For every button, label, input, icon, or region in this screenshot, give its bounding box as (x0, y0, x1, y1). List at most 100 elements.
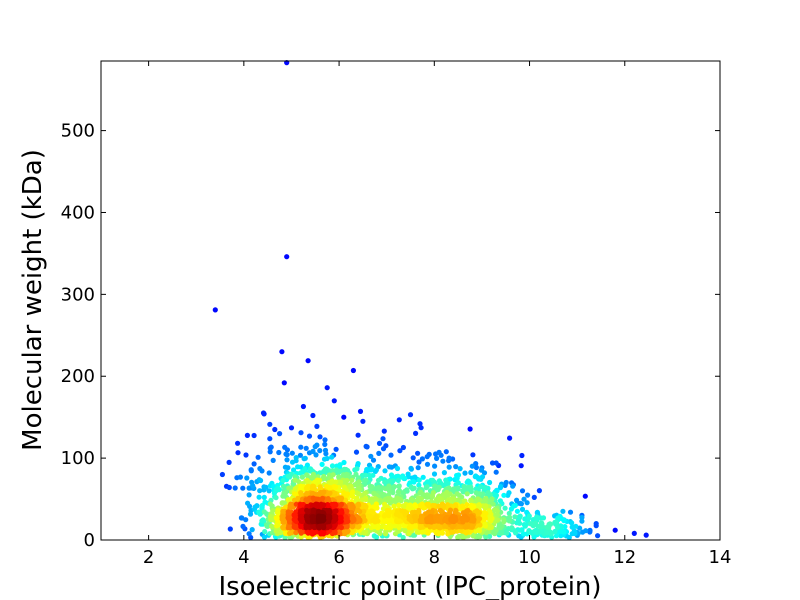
scatter-point (418, 496, 424, 502)
scatter-point (561, 518, 567, 524)
scatter-point (509, 525, 515, 531)
scatter-point (371, 524, 377, 530)
scatter-point (521, 496, 527, 502)
scatter-point (282, 444, 288, 450)
scatter-point (494, 508, 500, 514)
scatter-point (304, 472, 310, 478)
scatter-point (395, 477, 401, 483)
scatter-point (540, 524, 546, 530)
x-tick-label: 4 (238, 547, 249, 568)
scatter-point (354, 496, 360, 502)
scatter-point (415, 450, 421, 456)
scatter-point (284, 254, 290, 260)
scatter-point (286, 519, 293, 525)
scatter-point (293, 530, 299, 536)
scatter-point (497, 498, 503, 504)
scatter-point (580, 529, 586, 535)
scatter-point (330, 472, 336, 478)
scatter-point (411, 514, 417, 520)
scatter-point (298, 483, 304, 489)
y-tick-label: 500 (61, 121, 95, 142)
scatter-point (301, 456, 307, 462)
scatter-point (424, 454, 430, 460)
scatter-point (494, 512, 500, 518)
scatter-point (375, 477, 382, 483)
scatter-point (280, 477, 286, 484)
scatter-point (443, 449, 449, 455)
scatter-point (456, 533, 462, 540)
scatter-point (257, 466, 263, 472)
scatter-point (326, 519, 332, 525)
scatter-point (582, 493, 588, 499)
scatter-point (355, 432, 361, 438)
scatter-point (429, 509, 435, 515)
scatter-point (353, 481, 359, 487)
scatter-point (355, 507, 361, 514)
scatter-point (267, 421, 273, 427)
y-tick-label: 300 (61, 284, 95, 305)
y-tick-label: 0 (84, 530, 95, 551)
scatter-point (457, 466, 463, 472)
scatter-point (344, 491, 351, 497)
scatter-point (522, 516, 528, 522)
scatter-point (235, 450, 241, 456)
scatter-point (240, 485, 246, 491)
scatter-point (337, 531, 343, 537)
scatter-point (408, 466, 414, 472)
scatter-point (251, 432, 257, 439)
scatter-point (300, 518, 306, 524)
scatter-point (416, 459, 422, 465)
scatter-point (493, 460, 499, 466)
scatter-point (446, 458, 452, 464)
scatter-point (317, 448, 323, 454)
scatter-point (446, 464, 452, 470)
scatter-point (424, 484, 430, 490)
scatter-point (254, 503, 260, 509)
scatter-point (560, 508, 566, 514)
scatter-point (261, 494, 267, 500)
data-points-layer (212, 60, 649, 541)
scatter-point (520, 531, 527, 537)
scatter-point (376, 484, 382, 491)
scatter-point (322, 441, 328, 447)
y-axis-title: Molecular weight (kDa) (18, 149, 48, 451)
scatter-point (291, 497, 298, 503)
scatter-point (437, 507, 443, 514)
scatter-point (464, 502, 470, 508)
scatter-point (235, 440, 241, 446)
scatter-point (436, 484, 442, 490)
scatter-point (404, 510, 410, 516)
scatter-point (411, 485, 417, 491)
scatter-point (227, 526, 233, 532)
scatter-point (540, 515, 547, 521)
scatter-point (268, 444, 274, 450)
scatter-point (248, 468, 254, 474)
scatter-point (516, 515, 523, 521)
scatter-point (464, 491, 470, 497)
scatter-point (317, 434, 323, 440)
scatter-point (525, 492, 531, 498)
scatter-point (272, 426, 278, 433)
scatter-point (249, 527, 255, 533)
scatter-point (400, 534, 406, 541)
scatter-point (493, 469, 499, 475)
scatter-point (240, 523, 246, 530)
scatter-point (522, 523, 528, 529)
scatter-point (441, 470, 447, 476)
scatter-point (483, 505, 489, 511)
scatter-point (572, 530, 578, 536)
scatter-point (407, 412, 414, 418)
scatter-point (270, 457, 276, 463)
scatter-point (507, 435, 513, 441)
scatter-point (310, 412, 316, 419)
scatter-point (468, 488, 474, 494)
scatter-point (404, 487, 410, 493)
scatter-point (263, 484, 269, 490)
scatter-point (287, 474, 293, 480)
scatter-point (414, 529, 420, 535)
scatter-point (279, 500, 285, 506)
scatter-point (232, 485, 238, 491)
y-tick-label: 200 (61, 366, 95, 387)
scatter-point (587, 529, 593, 535)
scatter-point (355, 501, 361, 507)
